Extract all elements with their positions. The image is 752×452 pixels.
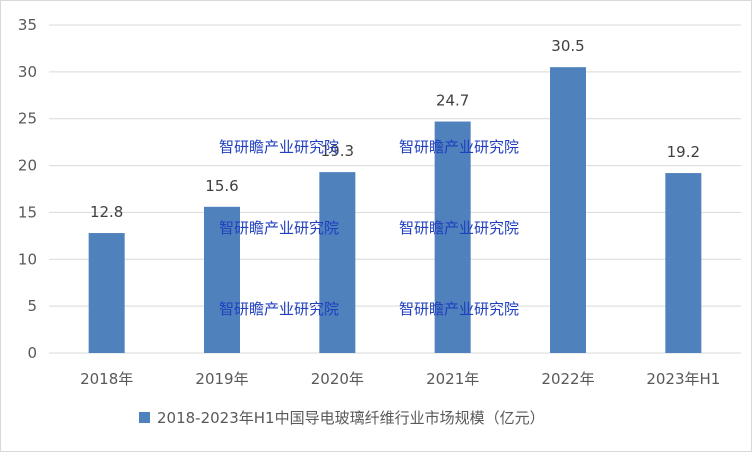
watermark-text: 智研瞻产业研究院 [219,300,339,318]
y-tick-label: 10 [18,250,37,268]
y-tick-label: 30 [18,63,37,81]
data-label: 15.6 [205,177,238,195]
watermark-text: 智研瞻产业研究院 [219,138,339,156]
data-label: 19.2 [667,143,700,161]
bar [319,172,356,353]
y-tick-label: 0 [27,344,37,362]
data-label: 24.7 [436,92,469,110]
bar [204,206,240,353]
legend-swatch [139,412,150,423]
x-tick-label: 2019年 [195,370,248,388]
x-tick-label: 2020年 [311,370,364,388]
y-tick-label: 5 [27,297,37,315]
x-tick-label: 2023年H1 [646,370,720,388]
data-label: 19.3 [321,142,354,160]
watermark-text: 智研瞻产业研究院 [399,300,519,318]
legend-label: 2018-2023年H1中国导电玻璃纤维行业市场规模（亿元） [157,409,545,427]
x-tick-label: 2018年 [80,370,133,388]
y-tick-label: 35 [18,16,37,34]
watermark-text: 智研瞻产业研究院 [399,219,519,237]
y-tick-label: 25 [18,110,37,128]
bar [88,233,125,353]
data-label: 30.5 [551,37,584,55]
bar [434,121,471,353]
data-label: 12.8 [90,203,123,221]
x-tick-label: 2021年 [426,370,479,388]
watermark-text: 智研瞻产业研究院 [219,219,339,237]
watermark-text: 智研瞻产业研究院 [399,138,519,156]
y-tick-label: 20 [18,157,37,175]
bar [665,173,702,353]
bar [550,67,586,354]
x-tick-label: 2022年 [541,370,594,388]
y-tick-label: 15 [18,203,37,221]
